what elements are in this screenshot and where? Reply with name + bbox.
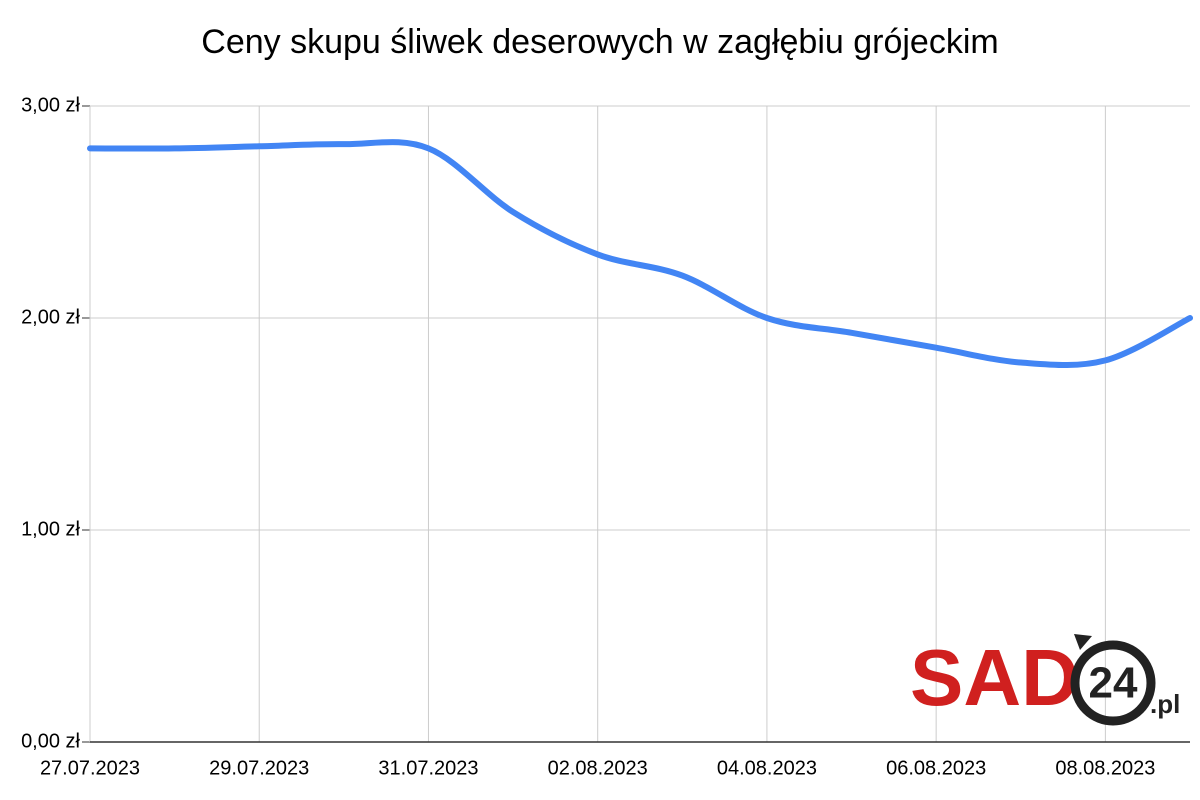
plot [87,139,1193,369]
logo-arrow [1074,634,1092,650]
y-tick-label: 2,00 zł [21,306,80,328]
logo-ring [1070,640,1156,726]
x-tick-label: 27.07.2023 [40,757,140,779]
logo-number: 24 [1089,659,1138,708]
grid: 0,00 zł 1,00 zł 2,00 zł 3,00 zł 27.07.2023 29… [21,94,1190,779]
logo-suffix: .pl [1150,689,1180,719]
y-tick-label: 1,00 zł [21,518,80,540]
logo-main: SAD [910,633,1079,722]
chart-title: Ceny skupu śliwek deserowych w zagłębiu … [201,23,998,61]
y-tick-label: 0,00 zł [21,730,80,752]
x-tick-label: 08.08.2023 [1055,757,1155,779]
line-series [87,139,1193,369]
x-tick-label: 04.08.2023 [717,757,817,779]
x-tick-label: 02.08.2023 [548,757,648,779]
x-tick-label: 31.07.2023 [378,757,478,779]
x-tick-label: 29.07.2023 [209,757,309,779]
x-tick-label: 06.08.2023 [886,757,986,779]
y-tick-label: 3,00 zł [21,94,80,116]
logo: SAD 24 .pl [910,633,1180,726]
